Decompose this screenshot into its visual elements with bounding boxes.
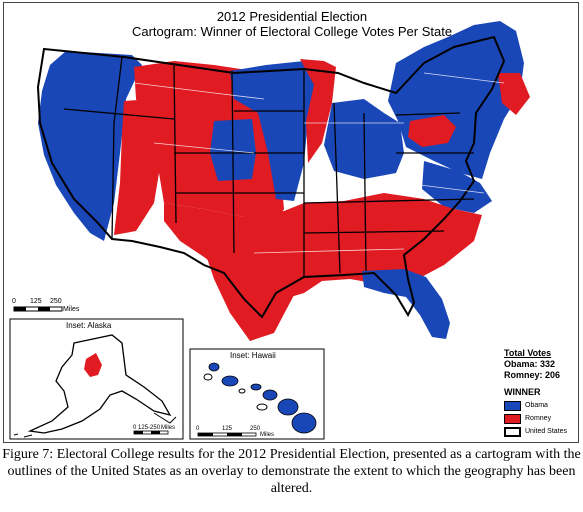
legend-item-obama: Obama [504,400,578,411]
hawaii-scale-tick-1: 125 [222,426,233,432]
legend-label-romney: Romney [525,413,551,424]
legend-item-united-states: United States [504,426,578,437]
legend-swatch-romney [504,414,521,424]
legend-item-romney: Romney [504,413,578,424]
cartogram-main [38,21,530,341]
scale-main-tick-2: 250 [50,298,62,305]
alaska-scale-ticks: 0 125-250 [133,425,161,431]
alaska-inset: Inset: Alaska 0 125-250 Miles [10,319,183,439]
hawaii-inset-title: Inset: Hawaii [230,351,276,360]
legend-obama-votes: Obama: 332 [504,359,578,370]
cartogram-svg: 0 125 250 Miles Inset: Alaska 0 125-250 … [4,3,580,444]
legend-votes-header: Total Votes [504,348,578,359]
legend-winner-header: WINNER [504,387,578,398]
figure-caption: Figure 7: Electoral College results for … [0,446,583,497]
legend-romney-votes: Romney: 206 [504,370,578,381]
alaska-scale-unit: Miles [161,425,175,431]
hawaii-scale-unit: Miles [260,432,274,438]
legend-swatch-united-states [504,427,521,437]
scale-main-tick-1: 125 [30,298,42,305]
legend-label-united-states: United States [525,426,567,437]
scale-main-tick-0: 0 [12,298,16,305]
legend: Total Votes Obama: 332 Romney: 206 WINNE… [504,348,578,437]
legend-swatch-obama [504,401,521,411]
region-florida [362,269,450,339]
legend-label-obama: Obama [525,400,548,411]
scale-main-unit: Miles [63,306,80,313]
alaska-inset-title: Inset: Alaska [66,321,112,330]
hawaii-inset: Inset: Hawaii 0 125 250 Miles [190,349,324,439]
map-figure: 2012 Presidential Election Cartogram: Wi… [3,2,579,443]
scale-bar-main: 0 125 250 Miles [12,298,80,313]
